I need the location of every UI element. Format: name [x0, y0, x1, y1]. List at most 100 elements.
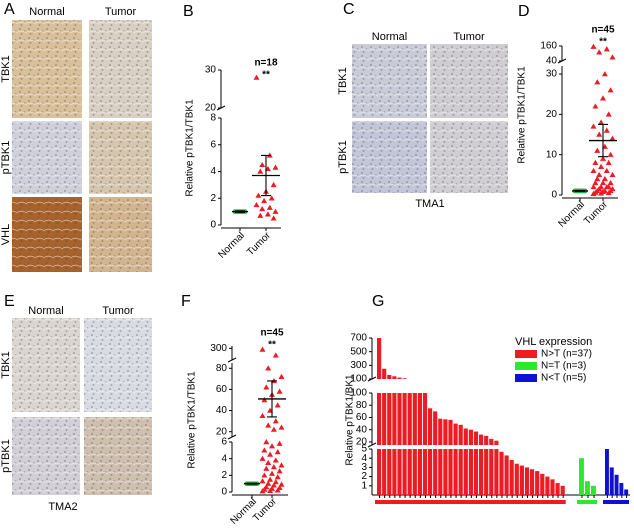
error-bar — [575, 190, 585, 192]
panel-label: D — [518, 3, 530, 20]
legend-swatch — [515, 374, 537, 382]
data-point — [257, 168, 264, 174]
data-point — [596, 131, 603, 137]
data-point — [272, 208, 279, 214]
bar — [422, 449, 428, 495]
legend-label: N=T (n=3) — [541, 361, 586, 372]
data-point — [265, 459, 272, 466]
bar — [591, 485, 596, 495]
column-label: Normal — [28, 305, 63, 317]
x-tick-label: Normal — [228, 496, 259, 527]
micrograph-texture — [84, 318, 152, 412]
bar — [443, 449, 448, 495]
data-point — [268, 195, 275, 201]
error-bar — [247, 482, 257, 485]
data-point — [592, 179, 599, 186]
bar — [377, 393, 382, 445]
data-point — [594, 175, 601, 182]
row-label: pTBK1 — [0, 141, 12, 175]
micrograph-texture — [12, 417, 80, 495]
caption: TMA2 — [48, 501, 77, 513]
y-tick-label: 6 — [221, 437, 227, 448]
data-point — [603, 183, 610, 190]
data-point — [261, 397, 268, 403]
column-label: Normal — [372, 31, 407, 43]
x-tick-label: Normal — [216, 230, 247, 261]
data-point — [590, 43, 597, 49]
y-tick-label: 6 — [210, 139, 216, 150]
y-tick-label: 40 — [356, 424, 368, 435]
data-point — [276, 440, 283, 446]
axis-break — [367, 442, 377, 448]
bar — [438, 449, 443, 495]
significance: ** — [599, 37, 607, 48]
data-point — [270, 426, 277, 432]
bar — [463, 449, 468, 495]
panel-label: F — [181, 293, 191, 310]
bar — [619, 483, 624, 495]
y-tick-label: 3 — [361, 462, 367, 473]
axis-break — [367, 376, 377, 382]
data-point — [590, 167, 597, 174]
bar — [453, 449, 458, 495]
annotation: n=45 — [260, 328, 284, 339]
bar — [473, 449, 479, 495]
bar — [387, 374, 392, 379]
micrograph-texture — [352, 121, 427, 193]
data-point — [263, 465, 270, 471]
axis-break — [557, 58, 567, 64]
y-tick-label: 300 — [210, 343, 227, 354]
bar — [468, 449, 473, 495]
data-point — [265, 480, 272, 486]
data-point — [266, 204, 273, 210]
y-tick-label: 300 — [350, 360, 367, 371]
x-tick-label: Tumor — [251, 496, 279, 524]
micrograph-texture — [352, 44, 427, 118]
bar — [514, 463, 519, 495]
data-point — [270, 215, 277, 221]
bar — [448, 419, 453, 445]
bar — [402, 393, 407, 445]
bar — [382, 393, 387, 445]
data-point — [257, 212, 264, 218]
axis-break — [216, 105, 226, 111]
data-point — [590, 190, 597, 196]
y-tick-label: 40 — [546, 56, 558, 67]
data-point — [600, 179, 606, 186]
bar — [624, 489, 629, 495]
bar — [387, 393, 392, 445]
data-point — [594, 147, 601, 153]
bar — [458, 449, 463, 495]
data-point — [609, 54, 616, 60]
y-axis-label: Relative pTBK1/TBK1 — [517, 66, 528, 164]
micrograph-texture — [89, 20, 152, 118]
data-point — [272, 352, 279, 358]
bar — [540, 473, 545, 495]
data-point — [276, 388, 283, 394]
error-bar — [261, 154, 271, 197]
data-point — [274, 402, 281, 408]
data-point — [272, 479, 279, 485]
data-point — [601, 175, 608, 182]
bar — [433, 411, 438, 445]
bar — [579, 458, 584, 495]
legend-title: VHL expression — [515, 336, 592, 348]
micrograph-texture — [12, 318, 80, 412]
y-tick-label: 2 — [221, 470, 227, 481]
row-label: TBK1 — [337, 67, 349, 95]
bar — [382, 368, 387, 379]
panel-label: A — [4, 1, 15, 18]
y-tick-label: 5 — [361, 444, 367, 455]
bar — [377, 449, 382, 495]
error-bar — [235, 210, 245, 213]
data-point — [605, 189, 612, 196]
data-point — [267, 476, 274, 482]
bar — [614, 474, 619, 495]
data-point — [263, 439, 270, 445]
data-point — [263, 384, 270, 390]
bar — [524, 467, 530, 495]
bar — [397, 449, 402, 495]
data-point — [269, 443, 275, 449]
y-tick-label: 4 — [221, 453, 227, 464]
